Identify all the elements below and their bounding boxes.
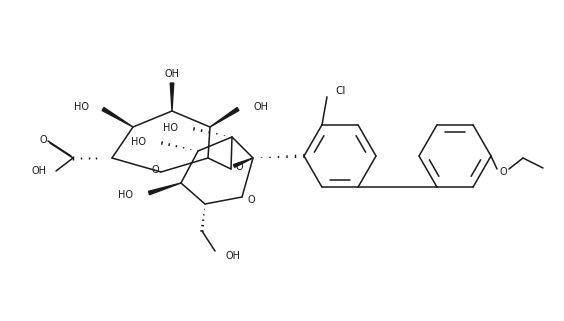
Text: O: O <box>247 195 255 205</box>
Text: HO: HO <box>131 137 146 147</box>
Polygon shape <box>102 108 133 127</box>
Text: HO: HO <box>118 190 133 200</box>
Text: O: O <box>151 165 159 175</box>
Polygon shape <box>148 183 181 195</box>
Polygon shape <box>170 83 174 111</box>
Text: OH: OH <box>225 251 240 261</box>
Text: OH: OH <box>254 102 269 112</box>
Text: O: O <box>499 167 507 177</box>
Polygon shape <box>233 158 253 167</box>
Text: O: O <box>39 135 47 145</box>
Text: O: O <box>235 162 243 172</box>
Text: Cl: Cl <box>335 86 345 96</box>
Text: OH: OH <box>165 69 179 79</box>
Text: OH: OH <box>31 166 46 176</box>
Text: HO: HO <box>163 123 178 133</box>
Text: HO: HO <box>74 102 89 112</box>
Polygon shape <box>210 108 239 127</box>
